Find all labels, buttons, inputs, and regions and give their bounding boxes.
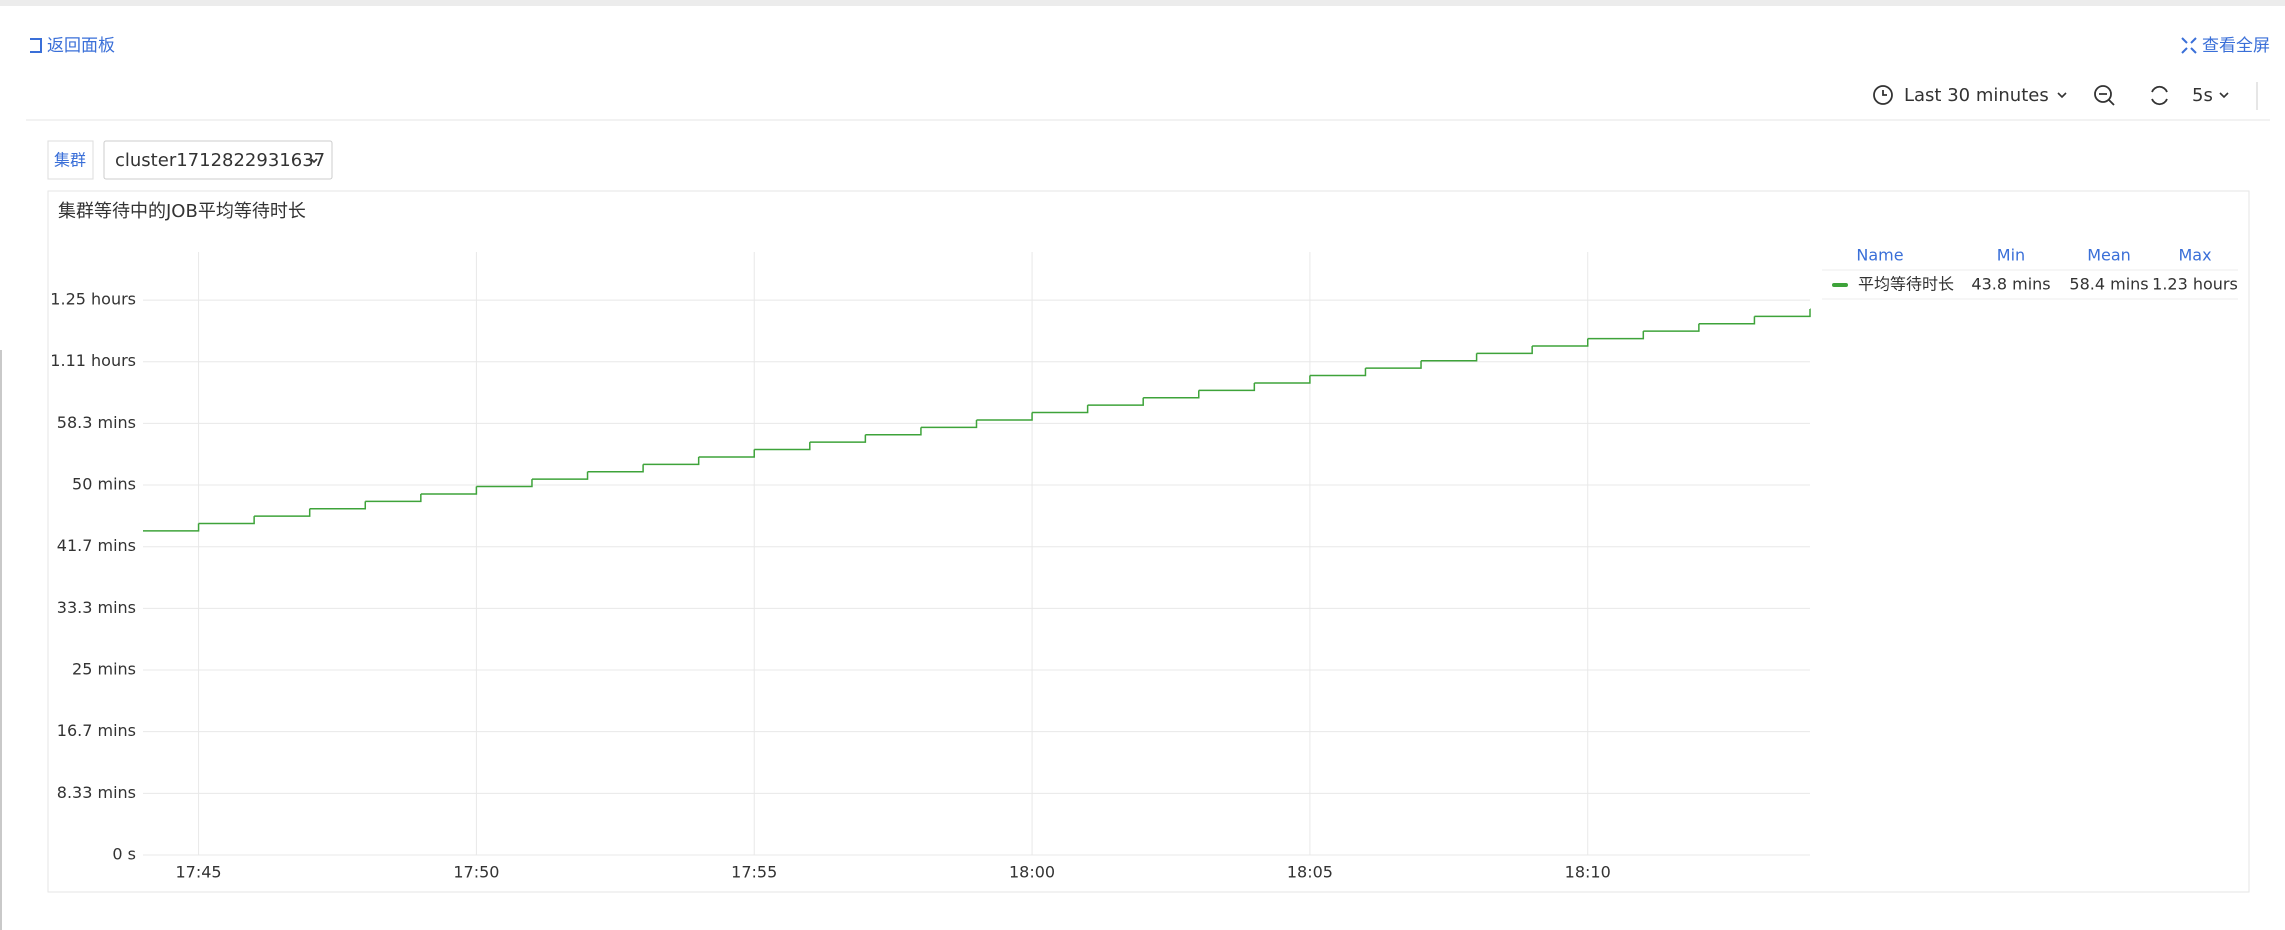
y-tick-label: 50 mins — [72, 475, 136, 494]
back-icon[interactable] — [30, 38, 42, 53]
legend-header: Max — [2178, 246, 2211, 265]
line-segment — [920, 419, 978, 429]
filter-label-box — [47, 140, 94, 180]
line-segment — [1476, 345, 1533, 355]
line-segment — [1643, 323, 1700, 332]
panel — [47, 190, 2250, 893]
line-segment — [1254, 375, 1311, 384]
top-bar — [0, 0, 2285, 6]
fullscreen-link[interactable]: 查看全屏 — [2202, 36, 2270, 56]
x-tick-label: 17:45 — [176, 863, 222, 882]
line-segment — [1365, 360, 1422, 369]
line-segment — [1087, 397, 1144, 406]
y-tick-label: 16.7 mins — [57, 721, 136, 740]
line-segment — [754, 442, 811, 451]
line-segment — [254, 508, 311, 517]
clock-hand — [1882, 90, 1887, 96]
legend-swatch — [1832, 283, 1848, 287]
line-segment — [1421, 353, 1478, 362]
y-tick-label: 25 mins — [72, 660, 136, 679]
filter-value[interactable]: cluster1712822931637 — [115, 150, 325, 171]
x-tick-label: 18:10 — [1565, 863, 1611, 882]
refresh-icon[interactable] — [2151, 85, 2168, 106]
legend-name: 平均等待时长 — [1858, 275, 1954, 294]
zoom-icon[interactable] — [2094, 85, 2112, 103]
legend-stat: 58.4 mins — [2069, 275, 2148, 294]
y-tick-label: 41.7 mins — [57, 536, 136, 555]
line-segment — [1143, 390, 1200, 399]
line-segment — [1198, 382, 1256, 392]
line-segment — [531, 471, 589, 480]
y-tick-label: 1.25 hours — [50, 290, 136, 309]
legend-stat: 1.23 hours — [2152, 275, 2238, 294]
line-segment — [476, 479, 533, 488]
panel-title: 集群等待中的JOB平均等待时长 — [58, 201, 306, 222]
y-tick-label: 8.33 mins — [57, 783, 136, 802]
line-segment — [643, 456, 700, 466]
caret[interactable] — [2057, 92, 2067, 99]
line-segment — [865, 427, 922, 436]
line-segment — [1754, 308, 1811, 318]
x-tick-label: 17:50 — [453, 863, 499, 882]
line-segment — [1309, 368, 1367, 377]
y-tick-label: 1.11 hours — [50, 351, 136, 370]
line-segment — [365, 493, 422, 503]
y-tick-label: 58.3 mins — [57, 413, 136, 432]
time-range[interactable]: Last 30 minutes — [1904, 85, 2049, 106]
zoom-detail — [2099, 93, 2115, 106]
line-segment — [420, 486, 478, 495]
filter-label: 集群 — [54, 151, 86, 170]
fullscreen-icon[interactable] — [2181, 37, 2197, 54]
edge — [0, 350, 2, 930]
x-tick-label: 18:05 — [1287, 863, 1333, 882]
back-link[interactable]: 返回面板 — [47, 36, 115, 56]
caret — [310, 158, 318, 164]
y-tick-label: 33.3 mins — [57, 598, 136, 617]
legend-header: Min — [1997, 246, 2025, 265]
legend-header: Mean — [2087, 246, 2131, 265]
line-segment — [698, 449, 755, 458]
refresh-interval[interactable]: 5s — [2192, 85, 2213, 106]
y-tick-label: 0 s — [112, 845, 136, 864]
legend-stat: 43.8 mins — [1971, 275, 2050, 294]
x-tick-label: 18:00 — [1009, 863, 1055, 882]
line-segment — [1698, 316, 1756, 325]
line-segment — [587, 464, 644, 473]
line-segment — [198, 516, 255, 525]
line-segment — [809, 434, 867, 443]
plot: 0 s 8.33 mins 16.7 mins 25 mins 33.3 mins 41.… — [50, 246, 2238, 882]
x-tick-label: 17:55 — [731, 863, 777, 882]
line-segment — [1587, 331, 1645, 340]
line-segment — [309, 501, 367, 510]
line-segment — [1532, 338, 1589, 347]
line-segment — [1032, 405, 1089, 414]
line-segment — [143, 523, 200, 532]
clock-icon[interactable] — [1873, 85, 1893, 105]
filter-select[interactable] — [103, 140, 333, 180]
line-segment — [976, 412, 1033, 421]
caret[interactable] — [2219, 92, 2229, 99]
legend-header: Name — [1856, 246, 1903, 265]
